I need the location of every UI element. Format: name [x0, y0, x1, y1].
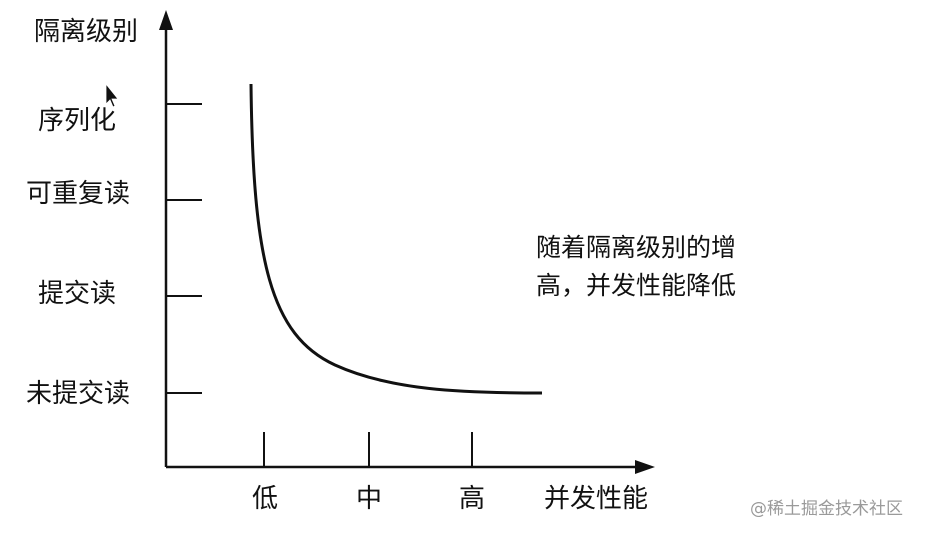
y-axis-arrow-icon [159, 10, 173, 30]
annotation-line-1: 随着隔离级别的增 [536, 233, 736, 262]
x-label-low: 低 [252, 484, 278, 514]
y-axis-title: 隔离级别 [34, 17, 138, 47]
y-label-uncommitted: 未提交读 [26, 379, 130, 409]
x-axis-title: 并发性能 [544, 484, 648, 514]
mouse-cursor-icon [105, 82, 119, 108]
x-axis-arrow-icon [635, 460, 655, 474]
watermark: @稀土掘金技术社区 [750, 499, 903, 519]
x-label-mid: 中 [356, 484, 382, 514]
y-label-serializable: 序列化 [38, 106, 116, 136]
x-label-high: 高 [459, 484, 485, 514]
isolation-concurrency-curve [249, 83, 543, 395]
annotation-line-2: 高，并发性能降低 [536, 271, 736, 300]
y-label-committed: 提交读 [38, 279, 116, 309]
y-label-repeatable: 可重复读 [26, 179, 130, 209]
